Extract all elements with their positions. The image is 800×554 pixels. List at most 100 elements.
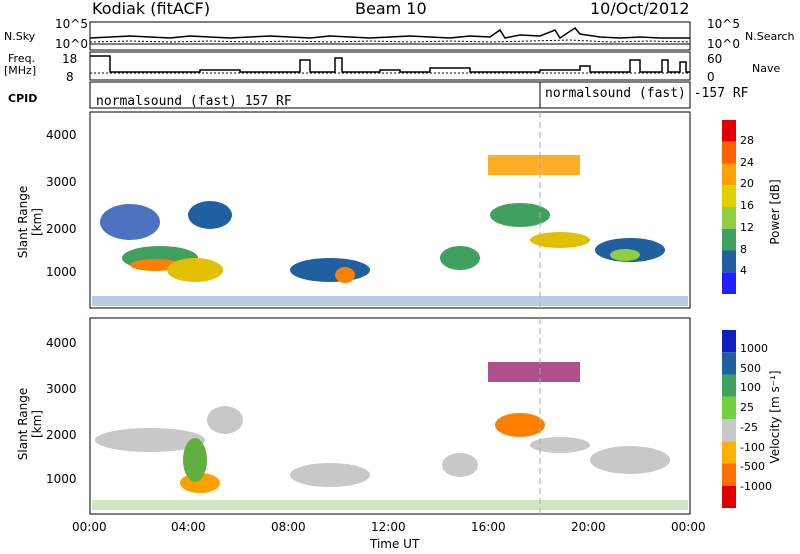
time-tick-0800: 08:00: [271, 520, 306, 534]
nsearch-label: N.Search: [745, 30, 795, 43]
beam-title: Beam 10: [355, 0, 427, 18]
power-echo-10: [490, 203, 550, 227]
vcb-swatch-6: [722, 463, 736, 486]
nave-axis-bottom: 0: [707, 70, 715, 84]
cpid-segment-1: normalsound (fast) 157 RF: [96, 94, 292, 109]
pcb-tick: 20: [740, 177, 754, 191]
pcb-tick: 4: [740, 264, 747, 278]
velocity-colorbar-label: Velocity [m s⁻¹]: [768, 370, 782, 464]
pcb-swatch-1: [722, 141, 736, 164]
velocity-range-tick-3000: 3000: [46, 382, 77, 396]
station-title: Kodiak (fitACF): [92, 0, 211, 18]
noise-axis-bottom-right: 10^0: [707, 37, 740, 51]
pcb-swatch-4: [722, 207, 736, 229]
power-echo-1: [100, 204, 160, 240]
power-echo-4: [167, 258, 223, 282]
pcb-tick: 28: [740, 133, 754, 147]
pcb-tick: 8: [740, 242, 747, 256]
velocity-echo-4: [207, 406, 243, 434]
noise-axis-top-right: 10^5: [707, 17, 740, 31]
vcb-swatch-2: [722, 374, 736, 397]
power-range-axis-label: Slant Range [km]: [16, 185, 44, 259]
power-ground-noise: [92, 296, 688, 306]
vcb-swatch-5: [722, 441, 736, 464]
time-tick-0000: 00:00: [72, 520, 107, 534]
time-tick-1600: 16:00: [471, 520, 506, 534]
velocity-range-tick-2000: 2000: [46, 428, 77, 442]
power-range-tick-2000: 2000: [46, 222, 77, 236]
velocity-range-tick-1000: 1000: [46, 472, 77, 486]
power-range-tick-4000: 4000: [46, 128, 77, 142]
velocity-range-tick-4000: 4000: [46, 336, 77, 350]
vcb-swatch-1: [722, 352, 736, 375]
vcb-tick: -100: [740, 440, 765, 454]
power-range-tick-1000: 1000: [46, 265, 77, 279]
freq-axis-bottom: 8: [66, 70, 74, 84]
vcb-swatch-7: [722, 485, 736, 508]
vcb-swatch-3: [722, 396, 736, 419]
velocity-echo-8: [495, 413, 545, 437]
pcb-swatch-2: [722, 163, 736, 186]
time-tick-1200: 12:00: [371, 520, 406, 534]
power-echo-6: [290, 258, 370, 282]
pcb-tick: 24: [740, 155, 754, 169]
power-panel: [89, 111, 691, 309]
freq-panel-frame: [89, 51, 691, 81]
velocity-echo-3: [183, 438, 207, 482]
noise-axis-top-left: 10^5: [55, 17, 88, 31]
velocity-echo-9: [530, 437, 590, 453]
pcb-swatch-7: [722, 272, 736, 294]
velocity-ground-noise: [92, 500, 688, 510]
vcb-tick: -500: [740, 460, 765, 474]
velocity-echo-6: [442, 453, 478, 477]
power-range-tick-3000: 3000: [46, 175, 77, 189]
freq-label: Freq.: [8, 52, 36, 65]
power-echo-9: [488, 155, 580, 175]
vcb-tick: 500: [740, 361, 761, 375]
cpid-label: CPID: [8, 92, 38, 105]
date-title: 10/Oct/2012: [590, 0, 690, 18]
velocity-range-axis-label: Slant Range [km]: [16, 387, 44, 461]
cpid-panel-frame: [89, 81, 691, 109]
vcb-tick: 25: [740, 401, 754, 415]
nsky-label: N.Sky: [4, 30, 36, 43]
velocity-colorbar: [722, 330, 736, 508]
pcb-tick: 12: [740, 220, 754, 234]
velocity-echo-5: [290, 463, 370, 487]
vcb-tick: 1000: [740, 341, 768, 355]
power-echo-5: [188, 201, 232, 229]
power-echo-8: [440, 246, 480, 270]
velocity-echo-10: [590, 446, 670, 474]
vcb-tick: -1000: [740, 480, 772, 494]
cpid-segment-2: normalsound (fast) -157 RF: [545, 86, 749, 101]
freq-unit-label: [MHz]: [4, 64, 37, 77]
nave-axis-top: 60: [707, 52, 723, 66]
noise-search-line: [89, 39, 691, 43]
velocity-echo-1: [95, 428, 205, 452]
velocity-echo-7: [488, 362, 580, 382]
power-echo-13: [610, 249, 640, 261]
time-tick-2000: 20:00: [571, 520, 606, 534]
freq-axis-top: 18: [62, 52, 78, 66]
vcb-tick: -25: [740, 420, 758, 434]
noise-panel-frame: [89, 21, 691, 51]
time-tick-0400: 04:00: [171, 520, 206, 534]
pcb-swatch-0: [722, 120, 736, 142]
pcb-swatch-6: [722, 250, 736, 273]
time-axis-label: Time UT: [370, 537, 420, 551]
power-echo-11: [530, 232, 590, 248]
nave-label: Nave: [752, 62, 781, 75]
vcb-tick: 100: [740, 381, 761, 395]
pcb-swatch-5: [722, 228, 736, 251]
noise-axis-bottom-left: 10^0: [55, 37, 88, 51]
power-colorbar: [722, 120, 736, 294]
power-echo-7: [335, 267, 355, 283]
pcb-tick: 16: [740, 199, 754, 212]
freq-line: [90, 55, 690, 73]
pcb-swatch-3: [722, 185, 736, 207]
noise-sky-line: [89, 27, 690, 40]
power-colorbar-label: Power [dB]: [768, 179, 782, 245]
vcb-swatch-4: [722, 419, 736, 442]
time-tick-0000-end: 00:00: [671, 520, 706, 534]
